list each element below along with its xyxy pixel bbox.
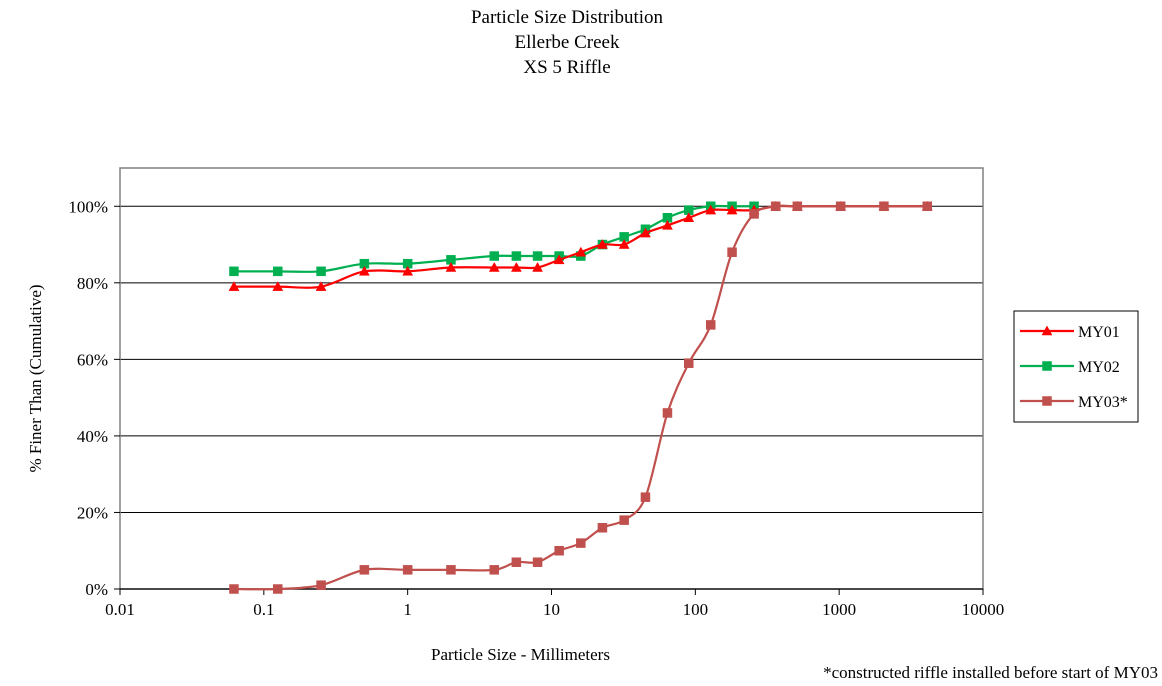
data-point-my02 [511,251,522,261]
data-point-my03 [770,201,781,212]
data-point-my03 [576,538,586,548]
x-tick-label: 0.01 [105,600,135,619]
plot-area [119,167,984,590]
data-point-my03 [835,201,846,212]
y-tick-label: 40% [77,427,108,446]
legend-label-my02: MY02 [1078,359,1120,376]
data-point-my02 [489,251,500,261]
data-point-my03 [684,358,694,368]
legend-item-my03: MY03* [1020,394,1128,411]
data-point-my01 [272,281,284,291]
legend: MY01 MY02 MY03* [1013,310,1139,423]
legend-marker-my01 [1041,325,1053,336]
data-point-my01 [553,254,565,265]
data-point-my01 [662,219,673,230]
axes: 0% 20% 40% 60% 80% 100% 0.01 0.1 1 10 100 1000 10000 [68,197,1004,619]
data-point-my01 [683,212,695,223]
data-point-my03 [879,201,889,212]
series-my01 [228,200,933,291]
legend-item-my02: MY02 [1020,359,1120,376]
data-point-my01 [575,246,587,257]
y-axis-title: % Finer Than (Cumulative) [26,284,45,472]
data-point-my01 [358,265,370,276]
y-tick-label: 100% [68,197,108,216]
data-point-my01 [315,281,327,291]
data-point-my03 [554,545,564,556]
series-line-my02 [233,204,755,273]
data-point-my03 [229,584,239,594]
x-tick-label: 100 [683,600,709,619]
data-point-my03 [727,247,737,257]
series-layer [228,200,933,594]
data-point-my01 [402,265,414,276]
data-point-my02 [316,266,326,277]
data-point-my03 [273,584,283,594]
footnote: *constructed riffle installed before sta… [823,663,1158,682]
data-point-my01 [618,239,630,249]
gridlines [120,205,983,513]
legend-label-my01: MY01 [1078,324,1120,341]
chart-title: Particle Size Distribution Ellerbe Creek… [471,7,664,78]
series-line-my01 [233,204,928,289]
x-tick-label: 0.1 [253,600,274,619]
data-point-my01 [597,239,608,249]
data-point-my01 [705,204,717,215]
y-tick-label: 0% [85,580,108,599]
x-tick-label: 1 [403,600,412,619]
x-tick-label: 10 [543,600,560,619]
data-point-my01 [445,261,457,272]
chart-title-line-3: XS 5 Riffle [523,57,610,78]
data-point-my01 [488,261,500,272]
data-point-my02 [273,266,283,277]
data-point-my03 [489,565,500,575]
data-point-my03 [706,320,716,330]
legend-item-my01: MY01 [1020,324,1120,341]
data-point-my01 [510,261,522,272]
data-point-my01 [228,281,240,291]
data-point-my03 [316,580,326,590]
chart-title-line-2: Ellerbe Creek [515,32,620,53]
legend-marker-my03 [1042,396,1052,406]
data-point-my03 [640,492,651,502]
data-point-my03 [446,565,456,575]
y-tick-label: 60% [77,350,108,369]
data-point-my03 [359,565,370,575]
x-axis-title: Particle Size - Millimeters [431,645,610,664]
data-point-my02 [532,251,543,261]
y-tick-label: 80% [77,274,108,293]
data-point-my03 [662,408,673,418]
chart-title-line-1: Particle Size Distribution [471,7,664,28]
legend-label-my03: MY03* [1078,394,1128,411]
data-point-my02 [229,266,239,277]
data-point-my03 [619,515,629,525]
series-my03 [229,201,932,594]
data-point-my03 [922,201,932,212]
data-point-my01 [640,227,651,238]
data-point-my03 [792,201,803,212]
series-line-my03 [233,204,928,591]
x-tick-label: 10000 [962,600,1005,619]
data-point-my03 [402,565,413,575]
x-tick-label: 1000 [822,600,856,619]
data-point-my01 [532,261,543,272]
data-point-my01 [726,204,738,215]
data-point-my03 [597,523,608,533]
data-point-my03 [532,557,543,567]
data-point-my03 [749,209,759,219]
y-tick-label: 20% [77,503,108,522]
data-point-my03 [511,557,522,567]
legend-marker-my02 [1042,361,1052,371]
